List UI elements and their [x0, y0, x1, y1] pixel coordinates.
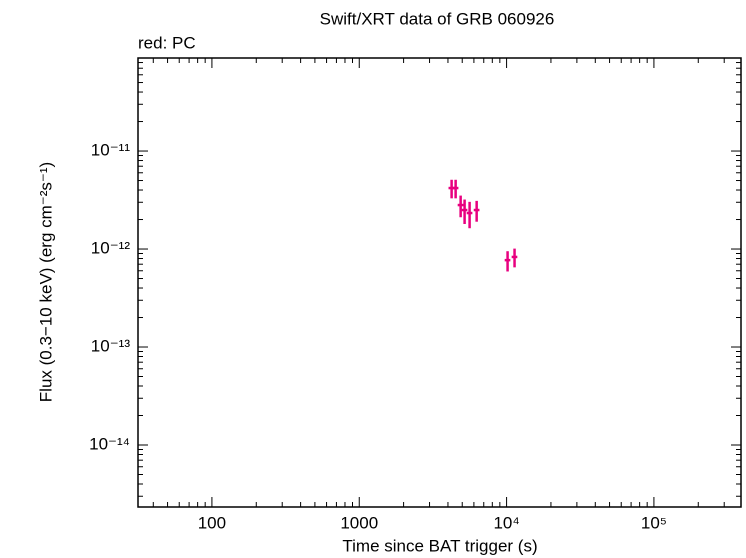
y-tick-label: 10⁻¹² [91, 239, 131, 258]
chart-title: Swift/XRT data of GRB 060926 [320, 9, 555, 28]
y-axis-label: Flux (0.3−10 keV) (erg cm⁻²s⁻¹) [36, 162, 55, 402]
chart-subtitle: red: PC [138, 33, 196, 52]
y-tick-label: 10⁻¹³ [91, 336, 131, 355]
x-tick-label: 1000 [340, 513, 378, 532]
y-tick-label: 10⁻¹⁴ [89, 434, 130, 453]
y-tick-label: 10⁻¹¹ [91, 141, 131, 160]
plot-frame [137, 57, 742, 508]
x-axis-label: Time since BAT trigger (s) [342, 536, 537, 555]
x-tick-label: 100 [198, 513, 226, 532]
x-tick-label: 10⁴ [493, 513, 519, 532]
x-tick-label: 10⁵ [641, 513, 667, 532]
